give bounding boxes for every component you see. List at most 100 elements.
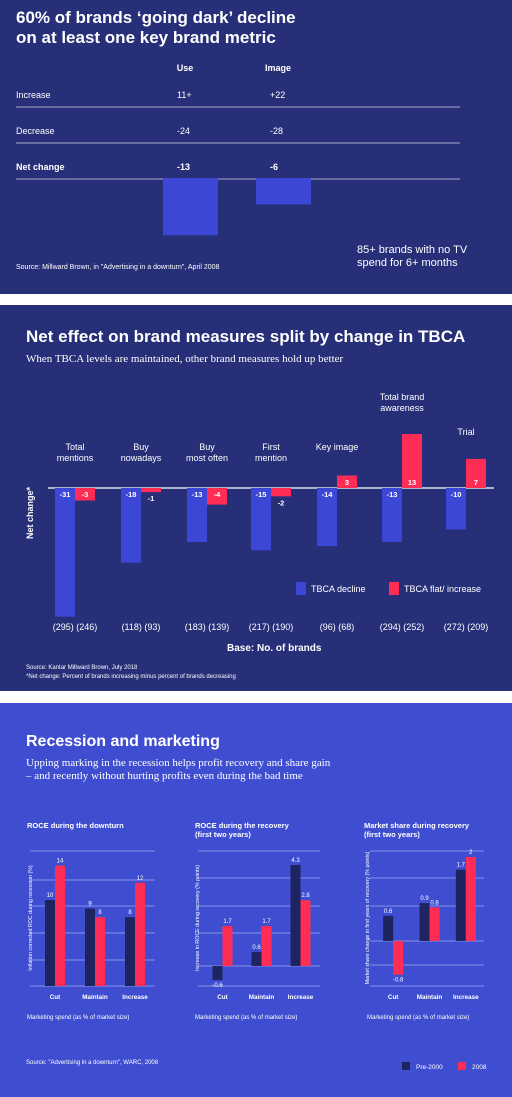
panel3-title: Recession and marketing — [26, 733, 220, 750]
base-count-label: (295) (246) — [53, 622, 98, 632]
category-label: Key image — [316, 442, 359, 452]
base-count-label: (294) (252) — [380, 622, 425, 632]
bar-2008 — [429, 907, 440, 941]
panel2-title: Net effect on brand measures split by ch… — [26, 327, 466, 346]
bar-value-label: 0.6 — [252, 945, 261, 951]
category-label: Increase — [122, 994, 148, 1001]
small-chart-xlabel: Marketing spend (as % of market size) — [27, 1015, 129, 1021]
bar-2008 — [300, 900, 311, 966]
bar-tbca-decline — [382, 488, 402, 542]
panel3-source: Source: "Advertising in a downturn", WAR… — [26, 1060, 159, 1066]
panel3-subtitle-line2: – and recently without hurting profits e… — [26, 770, 303, 782]
bar-pre-2000 — [383, 915, 394, 941]
panel1-note-line1: 85+ brands with no TV — [357, 244, 468, 256]
bar-tbca-decline — [187, 488, 207, 542]
legend-swatch-pre-2000 — [402, 1062, 410, 1070]
panel1-note-line2: spend for 6+ months — [357, 257, 458, 269]
small-chart-ylabel: Increase in ROCE during recovery (% poin… — [195, 865, 201, 971]
bar-value-label: -14 — [322, 490, 334, 499]
bar-value-label: -13 — [192, 490, 203, 499]
bar-value-label: 10 — [47, 893, 54, 899]
category-label: Increase — [288, 994, 314, 1001]
row-label: Increase — [16, 90, 51, 100]
bar-value-label: -15 — [256, 490, 267, 499]
bar-value-label: 12 — [137, 876, 144, 882]
bar-value-label: 4.3 — [291, 858, 300, 864]
bar-value-label: -4 — [214, 490, 221, 499]
bar-value-label: -10 — [451, 490, 462, 499]
bar-2008 — [135, 882, 145, 986]
category-label: nowadays — [121, 453, 162, 463]
legend-swatch-tbca-flat-increase — [389, 582, 399, 595]
legend-swatch-2008 — [458, 1062, 466, 1070]
small-chart-title: ROCE during the downturn — [27, 821, 124, 830]
table-cell: -28 — [270, 126, 283, 136]
small-chart-xlabel: Marketing spend (as % of market size) — [367, 1015, 469, 1021]
panel1-title-line2: on at least one key brand metric — [16, 28, 276, 47]
small-chart-title: ROCE during the recovery — [195, 821, 290, 830]
bar-value-label: 1.7 — [262, 919, 271, 925]
panel2-subtitle: When TBCA levels are maintained, other b… — [26, 353, 344, 365]
category-label: Increase — [453, 994, 479, 1001]
row-label: Decrease — [16, 126, 55, 136]
panel-brands-going-dark: 60% of brands ‘going dark’ decline on at… — [0, 0, 512, 294]
bar-value-label: 1.7 — [223, 919, 232, 925]
net-change-bar-use — [163, 178, 218, 236]
category-label: Cut — [388, 994, 399, 1001]
category-label: Maintain — [82, 994, 108, 1001]
bar-2008 — [465, 857, 476, 941]
bar-value-label: 3 — [345, 478, 349, 487]
category-label: mention — [255, 453, 287, 463]
category-label: Buy — [199, 442, 215, 452]
bar-tbca-flat-increase — [466, 458, 486, 488]
bar-value-label: 9 — [88, 902, 92, 908]
bar-value-label: -31 — [60, 490, 71, 499]
bar-tbca-flat-increase — [75, 488, 95, 501]
category-label: Trial — [457, 427, 474, 437]
bar-tbca-flat-increase — [402, 434, 422, 488]
bar-value-label: -0.6 — [212, 983, 223, 989]
bar-2008 — [393, 941, 404, 975]
table-cell: 11+ — [177, 90, 192, 100]
bar-tbca-flat-increase — [337, 475, 357, 488]
small-chart-title: (first two years) — [364, 830, 420, 839]
bar-tbca-decline — [251, 488, 271, 551]
bar-value-label: 0.8 — [430, 900, 439, 906]
base-count-label: (183) (139) — [185, 622, 230, 632]
small-chart-xlabel: Marketing spend (as % of market size) — [195, 1015, 297, 1021]
bar-value-label: 8 — [128, 910, 132, 916]
bar-tbca-decline — [446, 488, 466, 530]
bar-pre-2000 — [419, 903, 430, 941]
panel2-footnote: *Net change: Percent of brands increasin… — [26, 674, 236, 680]
panel-tbca-brand-measures: Net effect on brand measures split by ch… — [0, 305, 512, 691]
base-count-label: (217) (190) — [249, 622, 294, 632]
small-chart-ylabel: Inflation corrected ROC during recession… — [28, 865, 34, 971]
bar-value-label: -2 — [278, 498, 285, 507]
legend-label-pre-2000: Pre-2000 — [416, 1064, 443, 1071]
bar-pre-2000 — [125, 917, 135, 986]
bar-pre-2000 — [85, 908, 95, 986]
table-cell: -6 — [270, 162, 278, 172]
category-label: Total — [65, 442, 84, 452]
net-change-bar-image — [256, 178, 311, 205]
panel1-title-line1: 60% of brands ‘going dark’ decline — [16, 8, 296, 27]
column-header-image: Image — [265, 63, 291, 73]
bar-tbca-decline — [121, 488, 141, 563]
bar-tbca-flat-increase — [271, 488, 291, 497]
small-chart-title: (first two years) — [195, 830, 251, 839]
bar-pre-2000 — [212, 966, 223, 981]
bar-pre-2000 — [290, 864, 301, 966]
bar-value-label: 8 — [98, 910, 102, 916]
bar-value-label: 7 — [474, 478, 478, 487]
category-label: Maintain — [417, 994, 443, 1001]
legend-swatch-tbca-decline — [296, 582, 306, 595]
category-label: Cut — [217, 994, 228, 1001]
legend-label-tbca-flat-increase: TBCA flat/ increase — [404, 584, 481, 594]
panel2-base-label: Base: No. of brands — [227, 643, 322, 654]
legend-label-2008: 2008 — [472, 1064, 487, 1071]
table-cell: -13 — [177, 162, 190, 172]
bar-value-label: 14 — [57, 859, 64, 865]
bar-tbca-decline — [317, 488, 337, 547]
brand-metric-chart: Use Image Increase 11+ +22 Decrease -24 -28 Net … — [16, 63, 460, 236]
